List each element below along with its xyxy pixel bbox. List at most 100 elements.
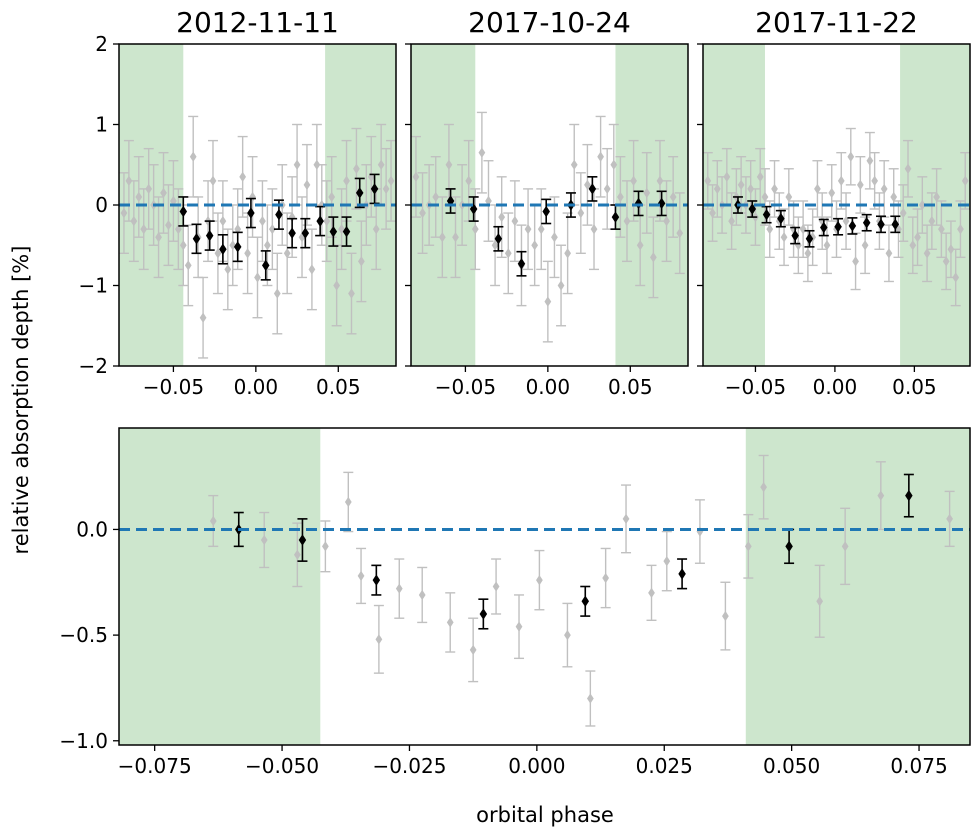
unbinned-point [918,199,926,211]
unbinned-point [650,252,657,263]
unbinned-point [557,280,565,291]
unbinned-point [577,207,585,219]
binned-point [261,259,270,272]
axes-frame [118,427,971,746]
unbinned-point [837,175,845,187]
unbinned-point [885,248,893,259]
y-tick-label: −0.5 [59,623,108,647]
unbinned-point [357,570,365,582]
unbinned-point [445,159,453,170]
x-tick-label: −0.075 [118,754,192,778]
unbinned-point [323,215,331,227]
binned-point [342,225,351,238]
unbinned-point [377,159,385,170]
shaded-region [119,428,321,745]
binned-point [678,568,686,580]
unbinned-point [636,240,644,251]
binned-point [785,540,793,553]
unbinned-point [696,526,704,537]
unbinned-point [283,248,291,259]
binned-point [542,205,550,218]
unbinned-point [643,187,651,199]
y-tick-label: 0.0 [76,517,108,541]
binned-point [372,574,381,586]
unbinned-point [761,191,769,203]
unbinned-point [584,179,591,191]
unbinned-point [418,589,426,601]
unbinned-point [771,183,778,195]
unbinned-point [446,617,454,628]
plot-area [119,428,970,745]
x-tick-label: 0.075 [890,754,947,778]
binned-point [494,233,503,245]
unbinned-point [871,175,879,187]
binned-point [205,229,214,242]
binned-point [877,218,885,231]
binned-point [517,258,526,270]
unbinned-point [816,596,824,607]
binned-point [298,534,307,546]
binned-point [233,241,242,253]
binned-point [355,187,364,199]
unbinned-point [648,587,655,599]
unbinned-point [412,171,420,182]
unbinned-point [224,264,232,275]
x-tick-label: 0.05 [316,375,361,399]
unbinned-point [630,175,637,187]
unbinned-point [799,223,807,235]
unbinned-point [367,171,375,182]
unbinned-point [478,147,486,158]
unbinned-point [617,191,624,203]
x-tick-label: 0.025 [636,754,693,778]
unbinned-point [713,183,721,195]
plot-area [411,44,688,366]
unbinned-point [656,175,664,187]
y-tick-label: −1.0 [59,729,108,753]
binned-point [316,215,324,227]
unbinned-point [249,191,256,203]
unbinned-point [333,280,341,291]
unbinned-point [234,223,242,235]
unbinned-point [704,175,712,187]
y-tick-label: 0 [95,193,108,217]
unbinned-point [880,183,888,195]
unbinned-point [780,232,788,243]
unbinned-point [344,496,352,508]
unbinned-point [155,232,162,243]
unbinned-point [597,151,604,162]
panel-4: −0.075 −0.050 −0.025 0.000 0.025 0.050 0.075 −1… [59,427,971,778]
unbinned-point [471,223,479,235]
unbinned-point [866,155,874,166]
unbinned-point [229,240,237,251]
unbinned-point [432,191,440,203]
unbinned-point [744,541,752,552]
unbinned-point [933,191,940,203]
unbinned-point [244,248,251,259]
unbinned-point [293,549,301,560]
unbinned-point [259,215,266,227]
binned-point [820,221,828,234]
unbinned-point [728,215,735,227]
x-tick-label: 0.00 [813,375,858,399]
unbinned-point [160,187,167,199]
unbinned-point [722,610,729,622]
binned-point [848,220,857,232]
unbinned-point [847,151,855,162]
unbinned-point [375,634,383,645]
unbinned-point [264,240,271,251]
binned-point [791,229,799,242]
panel-title: 2017-10-24 [468,6,631,39]
unbinned-point [842,215,850,227]
binned-point [834,220,842,233]
unbinned-point [663,555,671,567]
unbinned-point [465,175,473,187]
panel-title: 2012-11-11 [176,6,339,39]
unbinned-point [804,248,812,259]
unbinned-point [952,272,960,283]
unbinned-point [531,240,539,251]
x-tick-label: 0.00 [234,375,279,399]
unbinned-point [135,191,143,203]
unbinned-point [491,240,499,251]
unbinned-point [676,228,684,239]
unbinned-point [914,232,921,243]
